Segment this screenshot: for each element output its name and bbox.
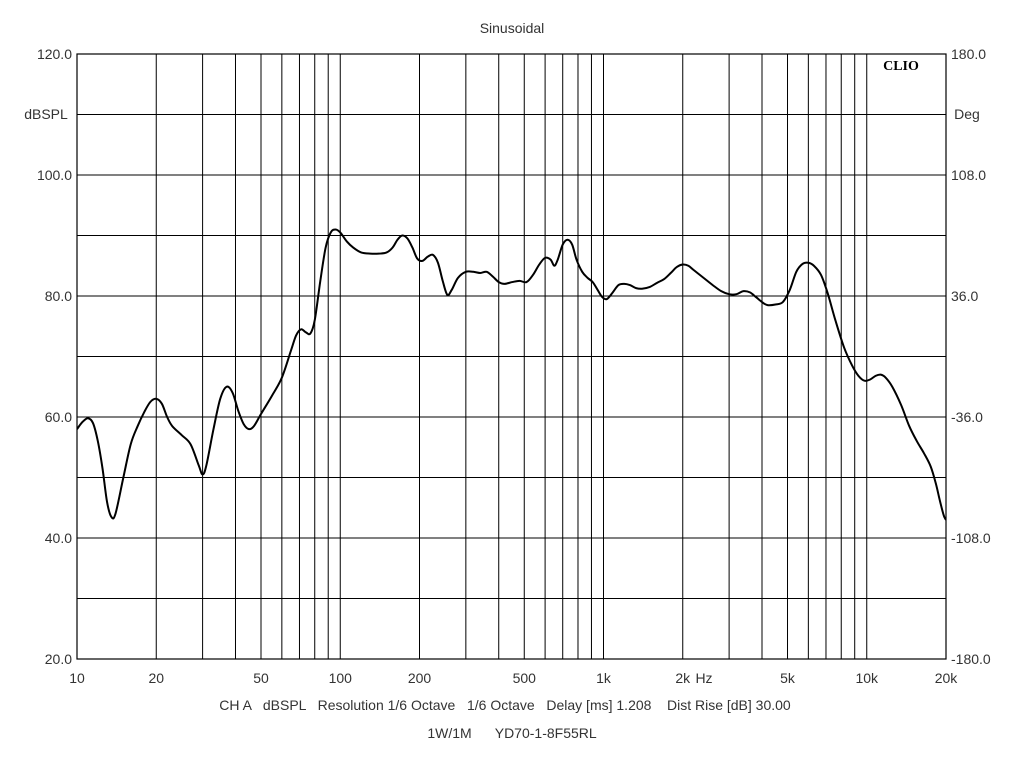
x-tick-label: 20: [148, 670, 164, 686]
x-tick-label: 200: [408, 670, 432, 686]
y-tick-label-left: 120.0: [37, 46, 72, 62]
x-tick-label: 5k: [780, 670, 796, 686]
y-axis-right-label: Deg: [954, 106, 980, 122]
y-tick-label-left: 60.0: [45, 409, 72, 425]
y-tick-label-right: -36.0: [951, 409, 983, 425]
y-axis-left-label: dBSPL: [24, 106, 68, 122]
spl-response-line: [77, 228, 946, 521]
clio-badge: CLIO: [883, 59, 919, 74]
grid-lines: [77, 54, 946, 659]
x-tick-label: 100: [329, 670, 353, 686]
y-tick-label-left: 40.0: [45, 530, 72, 546]
x-axis-ticks: 10 20 50 100 200 500 1k 2k 5k 10k 20k: [69, 670, 958, 686]
y-tick-label-right: 180.0: [951, 46, 986, 62]
x-tick-label: 500: [513, 670, 537, 686]
chart-title: Sinusoidal: [480, 20, 545, 36]
x-tick-label: 10: [69, 670, 85, 686]
series-layer: [77, 228, 946, 521]
x-tick-label: 20k: [935, 670, 959, 686]
y-tick-label-right: 108.0: [951, 167, 986, 183]
y-tick-label-right: 36.0: [951, 288, 978, 304]
footer-settings-line: CH A dBSPL Resolution 1/6 Octave 1/6 Oct…: [219, 697, 791, 713]
y-tick-label-right: -108.0: [951, 530, 991, 546]
plot-frame: [76, 53, 947, 660]
y-tick-label-left: 20.0: [45, 651, 72, 667]
x-tick-label: 10k: [855, 670, 879, 686]
x-tick-label: 2k: [675, 670, 691, 686]
x-axis-unit-label: Hz: [695, 670, 712, 686]
y-axis-left-ticks: 120.0 100.0 80.0 60.0 40.0 20.0: [37, 46, 72, 667]
footer-device-line: 1W/1M YD70-1-8F55RL: [427, 725, 597, 741]
y-tick-label-left: 100.0: [37, 167, 72, 183]
y-tick-label-right: -180.0: [951, 651, 991, 667]
x-tick-label: 1k: [596, 670, 612, 686]
x-tick-label: 50: [253, 670, 269, 686]
y-tick-label-left: 80.0: [45, 288, 72, 304]
y-axis-right-ticks: 180.0 108.0 36.0 -36.0 -108.0 -180.0: [951, 46, 991, 667]
